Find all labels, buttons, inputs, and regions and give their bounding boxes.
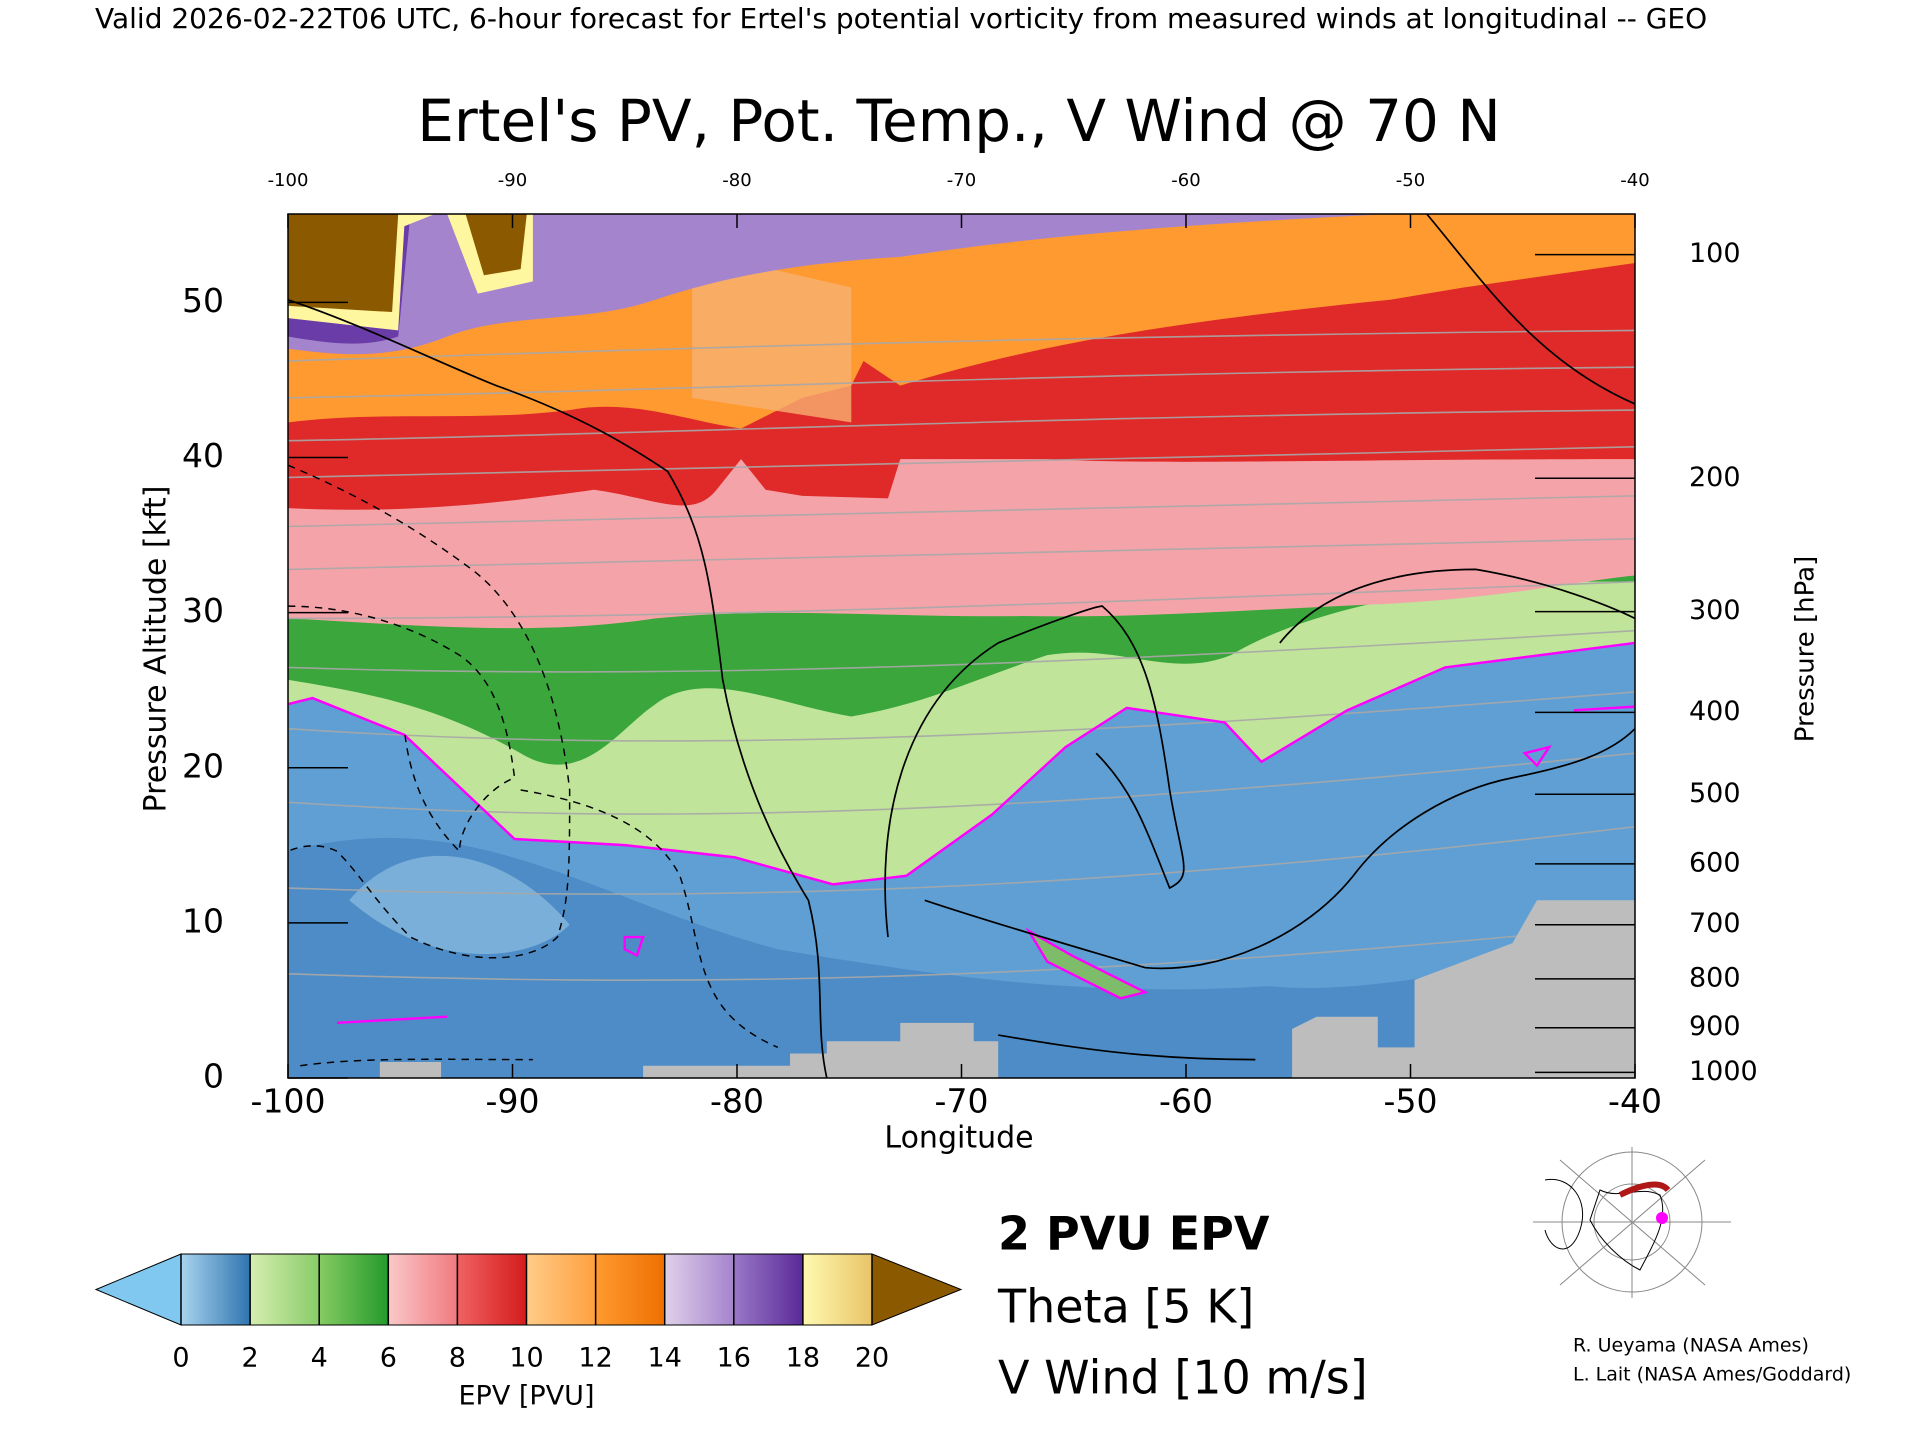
x-axis-label: Longitude [884,1121,1033,1156]
y2-tick-label: 400 [1689,696,1741,727]
colorbar-segment [595,1253,666,1326]
y-tick-label: 50 [182,281,224,320]
y2-tick-label: 100 [1689,238,1741,269]
y-tick-label: 0 [203,1057,224,1096]
colorbar-over [871,1253,963,1326]
y2-tick-label: 700 [1689,908,1741,939]
x-tick-label: -60 [1159,1082,1213,1121]
top-x-tick-label: -40 [1620,170,1649,191]
y2-tick-label: 900 [1689,1011,1741,1042]
colorbar-segment [180,1253,251,1326]
colorbar-tick-label: 14 [648,1343,682,1374]
y-axis-label: Pressure Altitude [kft] [139,486,174,813]
top-x-tick-label: -100 [268,170,309,191]
credit: L. Lait (NASA Ames/Goddard) [1573,1364,1851,1386]
x-tick-label: -90 [486,1082,540,1121]
legend-entry: V Wind [10 m/s] [998,1351,1368,1405]
field [288,214,1635,1078]
top-x-tick-label: -50 [1396,170,1425,191]
legend-entry: Theta [5 K] [997,1280,1254,1334]
y-tick-label: 20 [182,746,224,785]
colorbar-under [94,1253,182,1326]
y-tick-label: 10 [182,901,224,940]
colorbar-tick-label: 12 [578,1343,612,1374]
header: Valid 2026-02-22T06 UTC, 6-hour forecast… [95,2,1707,35]
y2-tick-label: 800 [1689,962,1741,993]
y2-tick-label: 600 [1689,847,1741,878]
colorbar-tick-label: 2 [242,1343,259,1374]
colorbar-tick-label: 4 [311,1343,328,1374]
credit: R. Ueyama (NASA Ames) [1573,1335,1809,1357]
colorbar-tick-label: 18 [786,1343,820,1374]
inset-map [1533,1147,1731,1298]
top-x-tick-label: -70 [947,170,976,191]
y2-tick-label: 500 [1689,778,1741,809]
top-x-tick-label: -80 [722,170,751,191]
colorbar-segment [802,1253,873,1326]
top-x-tick-label: -90 [498,170,527,191]
x-tick-label: -50 [1384,1082,1438,1121]
y2-axis-label: Pressure [hPa] [1791,556,1821,743]
y-tick-label: 40 [182,436,224,475]
y2-tick-label: 300 [1689,595,1741,626]
colorbar-segment [387,1253,458,1326]
chart-title: Ertel's PV, Pot. Temp., V Wind @ 70 N [417,87,1500,155]
top-x-tick-label: -60 [1171,170,1200,191]
x-tick-label: -70 [935,1082,989,1121]
x-tick-label: -40 [1608,1082,1662,1121]
legend-entry: 2 PVU EPV [998,1207,1270,1261]
colorbar-tick-label: 0 [172,1343,189,1374]
colorbar-segment [526,1253,597,1326]
y-tick-label: 30 [182,591,224,630]
colorbar-segment [733,1253,804,1326]
x-tick-label: -80 [710,1082,764,1121]
colorbar-segment [664,1253,735,1326]
x-tick-label: -100 [251,1082,326,1121]
y2-tick-label: 1000 [1689,1056,1758,1087]
colorbar-tick-label: 10 [509,1343,543,1374]
y2-tick-label: 200 [1689,462,1741,493]
colorbar-tick-label: 16 [717,1343,751,1374]
colorbar-segment [318,1253,389,1326]
colorbar-segment [249,1253,320,1326]
colorbar-segment [456,1253,527,1326]
colorbar-tick-label: 6 [380,1343,397,1374]
colorbar-label: EPV [PVU] [459,1381,595,1412]
colorbar-tick-label: 8 [449,1343,466,1374]
colorbar-tick-label: 20 [855,1343,889,1374]
